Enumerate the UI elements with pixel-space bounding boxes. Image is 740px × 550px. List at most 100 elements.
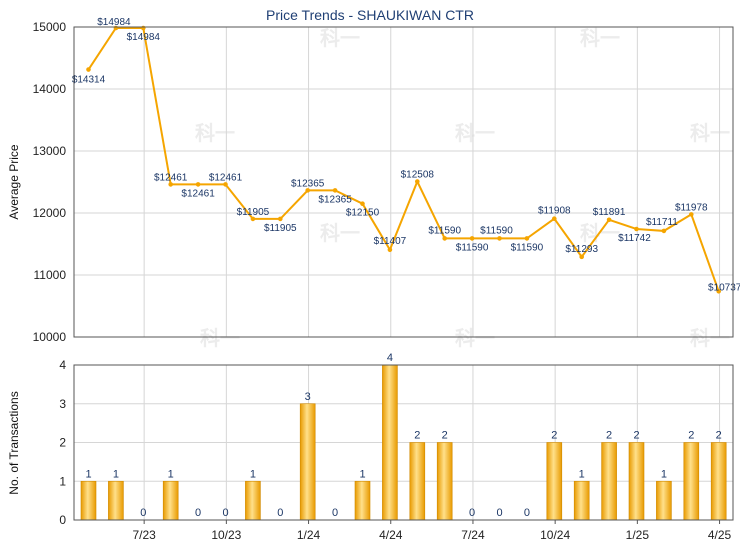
transaction-bar-12 <box>382 364 398 521</box>
transaction-count-label-19: 1 <box>579 468 585 480</box>
price-series-line <box>87 26 720 292</box>
x-tick-4/25: 4/25 <box>708 528 732 542</box>
price-tick-15000: 15000 <box>33 20 67 34</box>
transactions-axis-title: No. of Transactions <box>7 391 21 494</box>
price-label-10: $12365 <box>318 194 352 205</box>
price-point-8 <box>278 216 283 222</box>
watermark-7: 科一 <box>200 326 240 350</box>
transaction-count-label-2: 1 <box>113 468 119 480</box>
transaction-bar-21 <box>628 442 645 521</box>
price-label-16: $11590 <box>480 225 513 236</box>
transaction-bar-11 <box>354 480 371 521</box>
price-point-20 <box>606 217 612 223</box>
x-tick-7/23: 7/23 <box>132 528 156 542</box>
x-tick-10/23: 10/23 <box>211 528 241 542</box>
transaction-bar-7 <box>245 480 261 521</box>
data-labels: 1 1 0 1 0 0 1 0 3 0 1 4 2 2 0 0 0 2 1 2 2 1 2 2 $14314 $14984 $149… <box>72 17 740 519</box>
watermark-6: 科一 <box>690 121 730 145</box>
price-point-7 <box>250 216 256 222</box>
price-point-3 <box>141 25 146 31</box>
price-point-13 <box>415 179 420 184</box>
transaction-count-label-6: 0 <box>222 507 228 519</box>
price-label-2: $14984 <box>97 17 131 28</box>
price-label-17: $11590 <box>511 242 544 253</box>
price-tick-10000: 10000 <box>33 330 67 344</box>
transaction-count-label-5: 0 <box>195 507 201 519</box>
transaction-count-label-24: 2 <box>716 430 722 442</box>
watermark-0: 科一 <box>320 26 360 50</box>
transaction-bars <box>80 364 727 521</box>
price-label-9: $12365 <box>291 178 325 189</box>
watermark-2: 科一 <box>320 221 360 245</box>
price-point-6 <box>223 182 228 187</box>
transaction-count-label-4: 1 <box>168 468 174 480</box>
transaction-count-label-15: 0 <box>469 507 475 519</box>
price-plot-frame <box>73 26 734 338</box>
x-tick-7/24: 7/24 <box>461 528 485 542</box>
price-point-10 <box>332 188 338 193</box>
price-label-12: $11407 <box>374 236 407 247</box>
watermark-9: 科一 <box>690 326 730 350</box>
transaction-bar-1 <box>80 480 97 521</box>
price-label-19: $11293 <box>565 244 598 255</box>
price-label-1: $14314 <box>72 75 106 86</box>
x-tick-4/24: 4/24 <box>379 528 403 542</box>
price-label-18: $11908 <box>538 206 571 217</box>
price-tick-13000: 13000 <box>33 144 67 158</box>
price-label-3: $14984 <box>127 32 161 43</box>
transaction-bar-22 <box>656 480 672 521</box>
transaction-bar-14 <box>436 442 453 521</box>
price-axis-title: Average Price <box>7 144 21 219</box>
price-point-4 <box>168 182 173 187</box>
price-label-4: $12461 <box>154 172 188 183</box>
price-label-8: $11905 <box>264 223 297 234</box>
price-tick-14000: 14000 <box>33 82 67 96</box>
transactions-tick-0: 0 <box>59 513 66 527</box>
price-point-24 <box>716 289 721 294</box>
transaction-bar-9 <box>299 403 316 521</box>
watermark-1: 科一 <box>195 121 235 145</box>
watermark-4: 科一 <box>580 26 620 50</box>
watermark-3: 科一 <box>455 121 495 145</box>
price-label-14: $11590 <box>428 225 461 236</box>
transaction-count-label-21: 2 <box>633 430 639 442</box>
price-point-15 <box>469 236 475 241</box>
transaction-count-label-10: 0 <box>332 507 338 519</box>
price-point-17 <box>524 236 530 241</box>
price-point-23 <box>689 212 694 217</box>
price-label-7: $11905 <box>237 207 270 218</box>
price-label-13: $12508 <box>401 170 435 181</box>
transaction-bar-23 <box>683 442 700 521</box>
price-label-15: $11590 <box>456 242 489 253</box>
transaction-count-label-22: 1 <box>661 468 667 480</box>
price-label-5: $12461 <box>181 188 215 199</box>
transaction-count-label-7: 1 <box>250 468 256 480</box>
price-point-12 <box>387 247 393 253</box>
price-label-11: $12150 <box>346 208 380 219</box>
transaction-count-label-23: 2 <box>688 430 694 442</box>
transaction-count-label-14: 2 <box>442 430 448 442</box>
price-point-18 <box>552 216 557 222</box>
transaction-bar-19 <box>573 480 590 521</box>
price-tick-11000: 11000 <box>34 268 67 282</box>
transaction-count-label-13: 2 <box>414 430 420 442</box>
price-label-22: $11711 <box>646 217 678 228</box>
price-point-11 <box>360 201 365 206</box>
price-label-6: $12461 <box>209 172 243 183</box>
transaction-count-label-8: 0 <box>277 507 283 519</box>
price-point-16 <box>497 236 502 241</box>
chart-title: Price Trends - SHAUKIWAN CTR <box>266 7 474 23</box>
transaction-count-label-20: 2 <box>606 430 612 442</box>
price-tick-12000: 12000 <box>33 206 67 220</box>
price-label-23: $11978 <box>675 202 708 213</box>
watermark-8: 科一 <box>455 326 495 350</box>
price-point-22 <box>661 228 667 234</box>
transaction-bar-2 <box>108 480 124 521</box>
x-tick-10/24: 10/24 <box>540 528 570 542</box>
transaction-count-label-18: 2 <box>551 430 557 442</box>
price-label-21: $11742 <box>618 233 651 244</box>
price-gridlines <box>74 26 733 338</box>
